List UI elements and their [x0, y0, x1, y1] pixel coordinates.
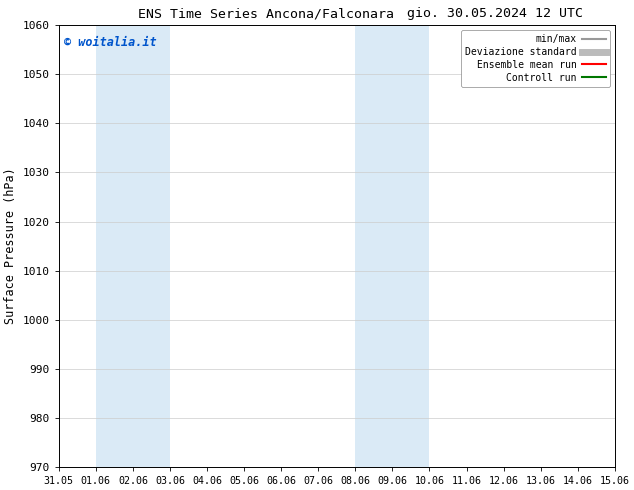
- Bar: [96, 25, 170, 467]
- Bar: [615, 25, 634, 467]
- Text: © woitalia.it: © woitalia.it: [64, 36, 157, 49]
- Bar: [355, 25, 429, 467]
- Y-axis label: Surface Pressure (hPa): Surface Pressure (hPa): [4, 168, 17, 324]
- Text: gio. 30.05.2024 12 UTC: gio. 30.05.2024 12 UTC: [406, 7, 583, 21]
- Legend: min/max, Deviazione standard, Ensemble mean run, Controll run: min/max, Deviazione standard, Ensemble m…: [462, 30, 610, 87]
- Text: ENS Time Series Ancona/Falconara: ENS Time Series Ancona/Falconara: [138, 7, 394, 21]
